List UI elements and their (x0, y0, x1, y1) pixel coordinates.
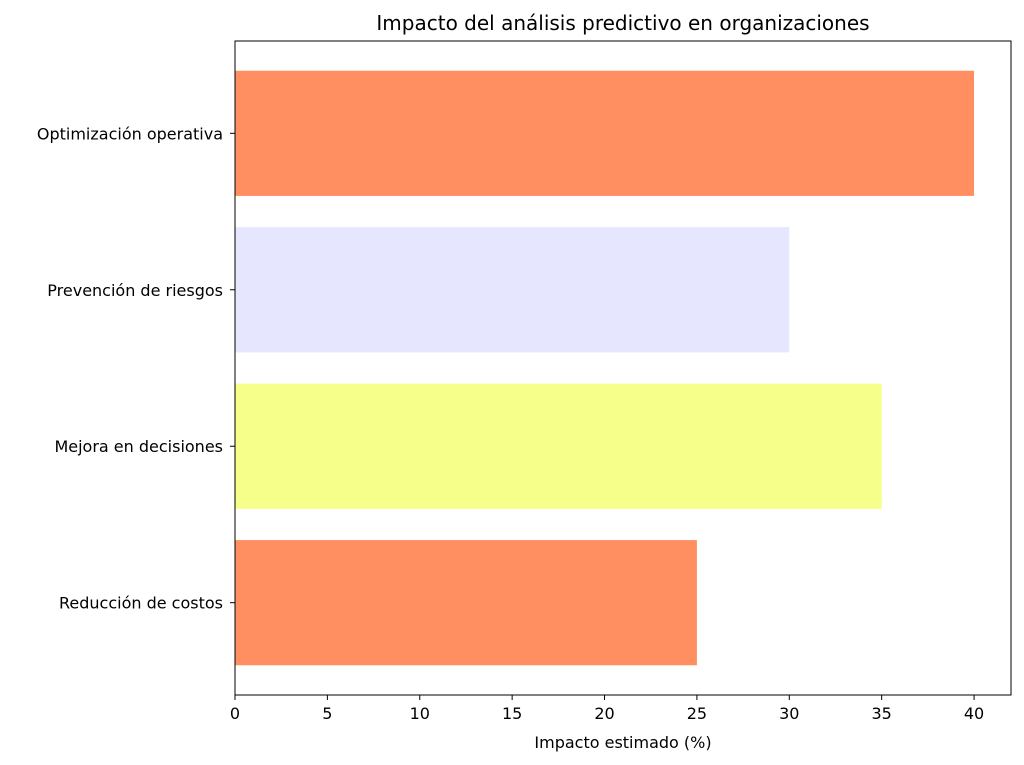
bar (235, 70, 975, 196)
x-tick-label: 0 (230, 704, 240, 723)
x-tick-label: 40 (964, 704, 984, 723)
y-tick-label: Mejora en decisiones (54, 437, 223, 456)
plot-frame (234, 40, 1012, 696)
chart-title: Impacto del análisis predictivo en organ… (376, 11, 869, 35)
x-tick-label: 15 (502, 704, 522, 723)
x-tick-label: 30 (779, 704, 799, 723)
x-tick-label: 10 (410, 704, 430, 723)
bar (235, 227, 790, 353)
x-tick-label: 5 (322, 704, 332, 723)
x-axis-label: Impacto estimado (%) (534, 733, 711, 752)
x-tick-label: 25 (687, 704, 707, 723)
x-tick-label: 20 (594, 704, 614, 723)
x-tick-label: 35 (871, 704, 891, 723)
bar (235, 540, 697, 666)
y-tick-label: Reducción de costos (59, 594, 223, 613)
y-tick-label: Optimización operativa (37, 124, 223, 143)
y-tick-label: Prevención de riesgos (47, 281, 223, 300)
bar (235, 383, 882, 509)
